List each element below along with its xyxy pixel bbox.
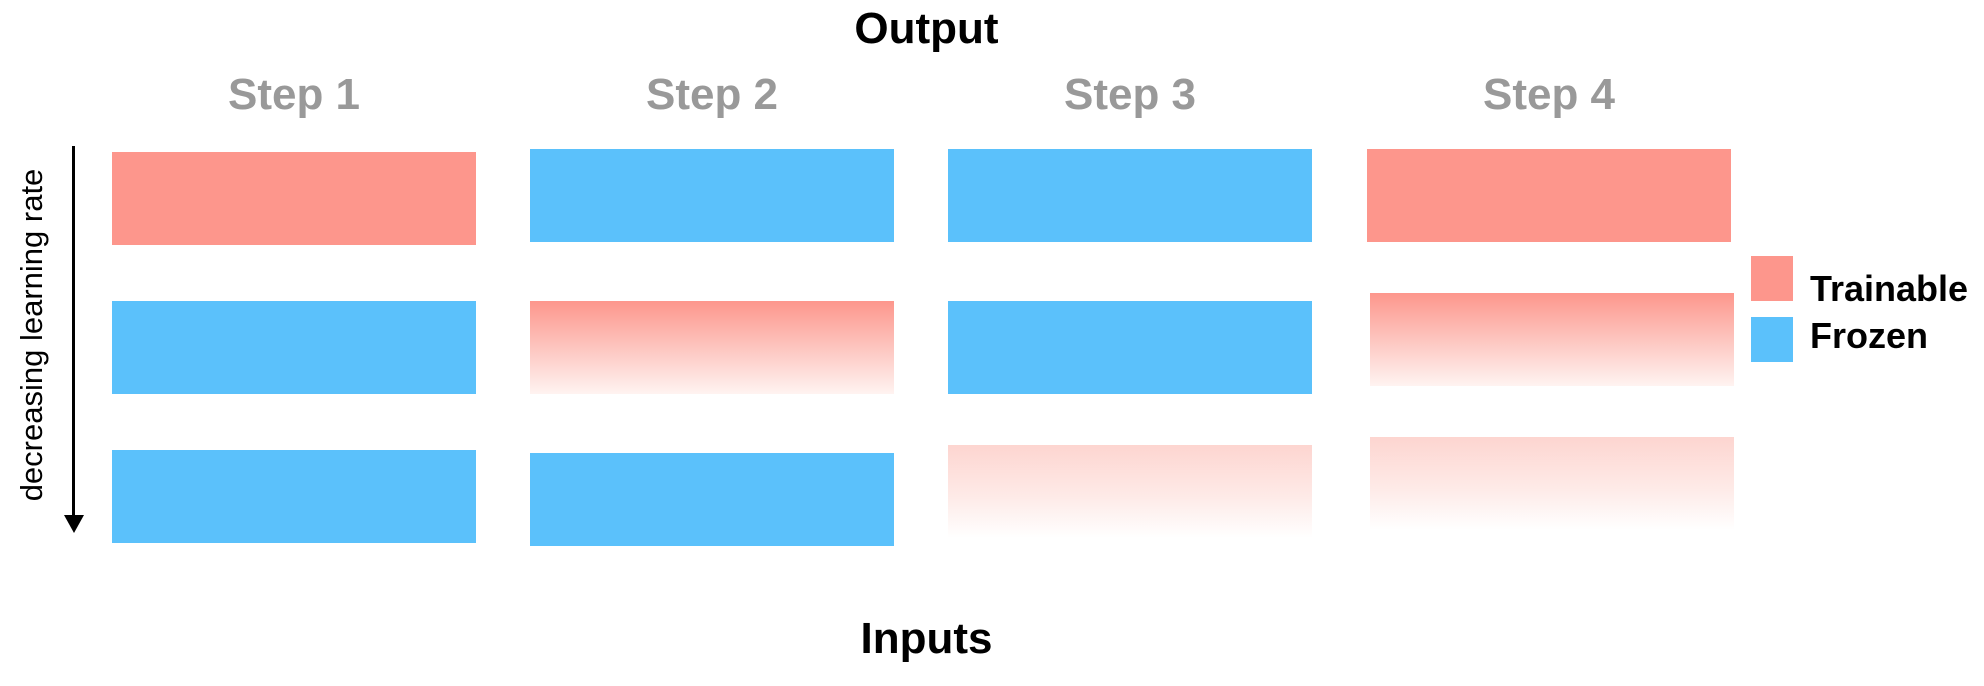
title-output: Output	[854, 4, 999, 53]
step-1-label: Step 1	[227, 70, 361, 119]
legend-swatch-frozen	[1751, 317, 1793, 362]
learning-rate-axis-line	[72, 146, 75, 520]
step-2-label: Step 2	[645, 70, 779, 119]
step-2-layer-top	[530, 149, 894, 242]
step-1-layer-top	[112, 152, 476, 245]
step-2-layer-middle	[530, 301, 894, 394]
step-1-layer-bottom	[112, 450, 476, 543]
step-4-layer-top	[1367, 149, 1731, 242]
step-1-layer-middle	[112, 301, 476, 394]
title-inputs: Inputs	[860, 614, 993, 663]
step-3-label: Step 3	[1063, 70, 1197, 119]
step-4-label: Step 4	[1482, 70, 1616, 119]
step-2-layer-bottom	[530, 453, 894, 546]
arrow-down-icon	[64, 515, 84, 533]
step-3-layer-bottom	[948, 445, 1312, 538]
step-4-layer-middle	[1370, 293, 1734, 386]
learning-rate-axis-label: decreasing learning rate	[14, 168, 49, 502]
legend-swatch-trainable	[1751, 256, 1793, 301]
legend-label-frozen: Frozen	[1810, 315, 1929, 356]
step-3-layer-middle	[948, 301, 1312, 394]
step-3-layer-top	[948, 149, 1312, 242]
legend-label-trainable: Trainable	[1810, 268, 1969, 309]
step-4-layer-bottom	[1370, 437, 1734, 530]
